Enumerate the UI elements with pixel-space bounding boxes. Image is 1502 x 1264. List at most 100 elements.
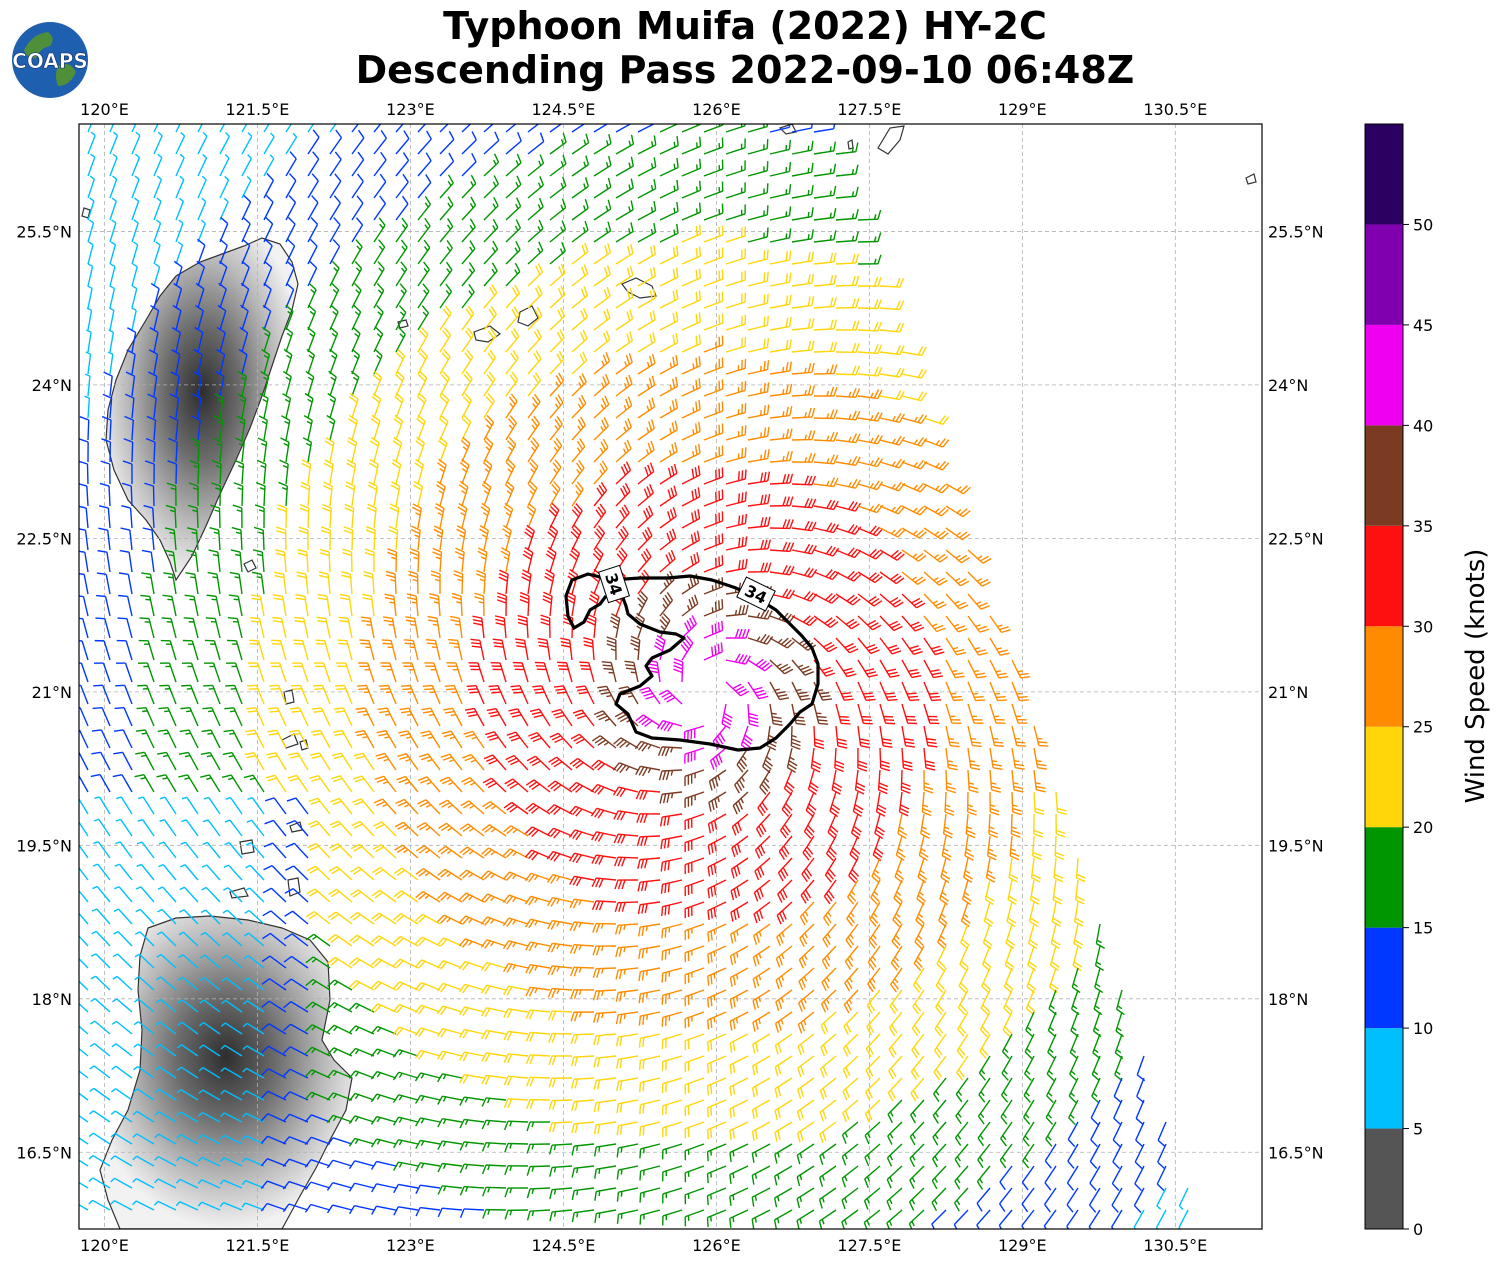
luzon-island <box>99 915 353 1229</box>
wind-barb <box>272 616 287 639</box>
wind-barb <box>835 320 860 331</box>
wind-barb <box>141 549 155 573</box>
wind-barb <box>615 222 634 243</box>
wind-barb <box>813 208 837 221</box>
wind-barb <box>216 326 226 353</box>
wind-barb <box>166 482 177 507</box>
wind-barb <box>256 459 267 485</box>
wind-barb <box>296 571 309 595</box>
wind-barb <box>169 393 180 419</box>
wind-barb <box>879 435 906 446</box>
wind-barb <box>395 326 406 353</box>
wind-barb <box>681 509 701 529</box>
wind-barb <box>835 593 861 606</box>
wind-barb <box>193 349 203 375</box>
wind-barb <box>162 594 177 617</box>
wind-barb <box>429 593 441 617</box>
wind-barb <box>769 250 792 265</box>
wind-barb <box>519 591 530 617</box>
wind-barb <box>901 414 928 425</box>
wind-barb <box>285 260 295 287</box>
lat-tick-label-right: 25.5°N <box>1268 222 1324 241</box>
wind-barb <box>615 200 634 221</box>
wind-barb <box>285 195 297 221</box>
wind-barb <box>725 138 746 155</box>
wind-barb <box>219 197 229 221</box>
wind-barb <box>241 260 250 287</box>
wind-barb <box>241 132 253 155</box>
wind-barb <box>163 572 177 595</box>
wind-barb <box>329 348 338 375</box>
wind-barb <box>395 152 410 177</box>
wind-barb <box>394 392 404 419</box>
wind-barb <box>96 594 111 617</box>
wind-barb <box>813 431 839 442</box>
wind-barb <box>483 306 498 331</box>
wind-barb <box>659 223 679 243</box>
colorbar-tick-label: 25 <box>1413 718 1433 737</box>
wind-barb <box>791 340 815 353</box>
lat-tick-label-right: 21°N <box>1268 683 1308 702</box>
wind-barb <box>637 440 655 463</box>
wind-barb <box>747 516 771 529</box>
wind-barb <box>725 160 746 177</box>
wind-barb <box>615 504 630 529</box>
wind-barb <box>791 318 815 331</box>
wind-barb <box>879 504 906 515</box>
colorbar-tick-label: 45 <box>1413 316 1433 335</box>
wind-barb <box>170 371 180 397</box>
wind-barb <box>879 593 904 608</box>
wind-barb <box>196 260 206 287</box>
wind-barb <box>327 392 337 419</box>
wind-barb <box>549 242 566 265</box>
wind-barb <box>329 260 340 287</box>
wind-barb <box>351 129 365 155</box>
wind-barb <box>901 549 927 562</box>
wind-barb <box>263 132 275 155</box>
wind-barb <box>283 348 293 375</box>
wind-barb <box>451 592 463 617</box>
wind-barb <box>439 261 453 287</box>
wind-barb <box>186 549 199 573</box>
wind-barb <box>263 238 273 265</box>
wind-barb <box>549 154 567 177</box>
wind-barb <box>791 362 815 375</box>
wind-barb <box>194 326 204 353</box>
wind-barb <box>945 527 971 541</box>
wind-barb <box>703 555 724 573</box>
wind-barb <box>835 455 861 466</box>
wind-barb <box>439 196 454 221</box>
wind-barb <box>131 153 141 177</box>
wind-barb <box>813 163 837 177</box>
wind-barb <box>351 326 361 353</box>
wind-barb <box>549 415 563 441</box>
wind-barb <box>835 478 861 489</box>
wind-barb <box>498 569 509 595</box>
wind-barb <box>439 305 452 331</box>
wind-barb <box>593 395 610 419</box>
wind-barb <box>165 504 177 529</box>
wind-barb <box>103 371 113 397</box>
wind-barb <box>483 262 498 287</box>
wind-barb <box>118 572 133 595</box>
wind-barb <box>98 505 111 529</box>
wind-barb <box>813 185 837 199</box>
wind-barb <box>923 571 948 586</box>
wind-barb <box>216 348 226 375</box>
wind-barb <box>527 241 544 265</box>
wind-barb <box>527 197 544 221</box>
wind-barb <box>483 153 500 177</box>
wind-barb <box>813 499 839 511</box>
wind-barb <box>307 217 319 243</box>
wind-barb <box>791 140 814 155</box>
wind-barb <box>542 591 553 617</box>
plot-area: 34 34 <box>79 124 1262 1229</box>
wind-barb <box>505 262 521 287</box>
wind-barb <box>791 615 817 627</box>
wind-barb <box>681 124 702 133</box>
wind-barb <box>725 226 746 243</box>
wind-barb <box>143 504 155 529</box>
wind-barb <box>415 436 426 463</box>
wind-barb <box>482 458 493 485</box>
wind-barb <box>439 414 449 441</box>
